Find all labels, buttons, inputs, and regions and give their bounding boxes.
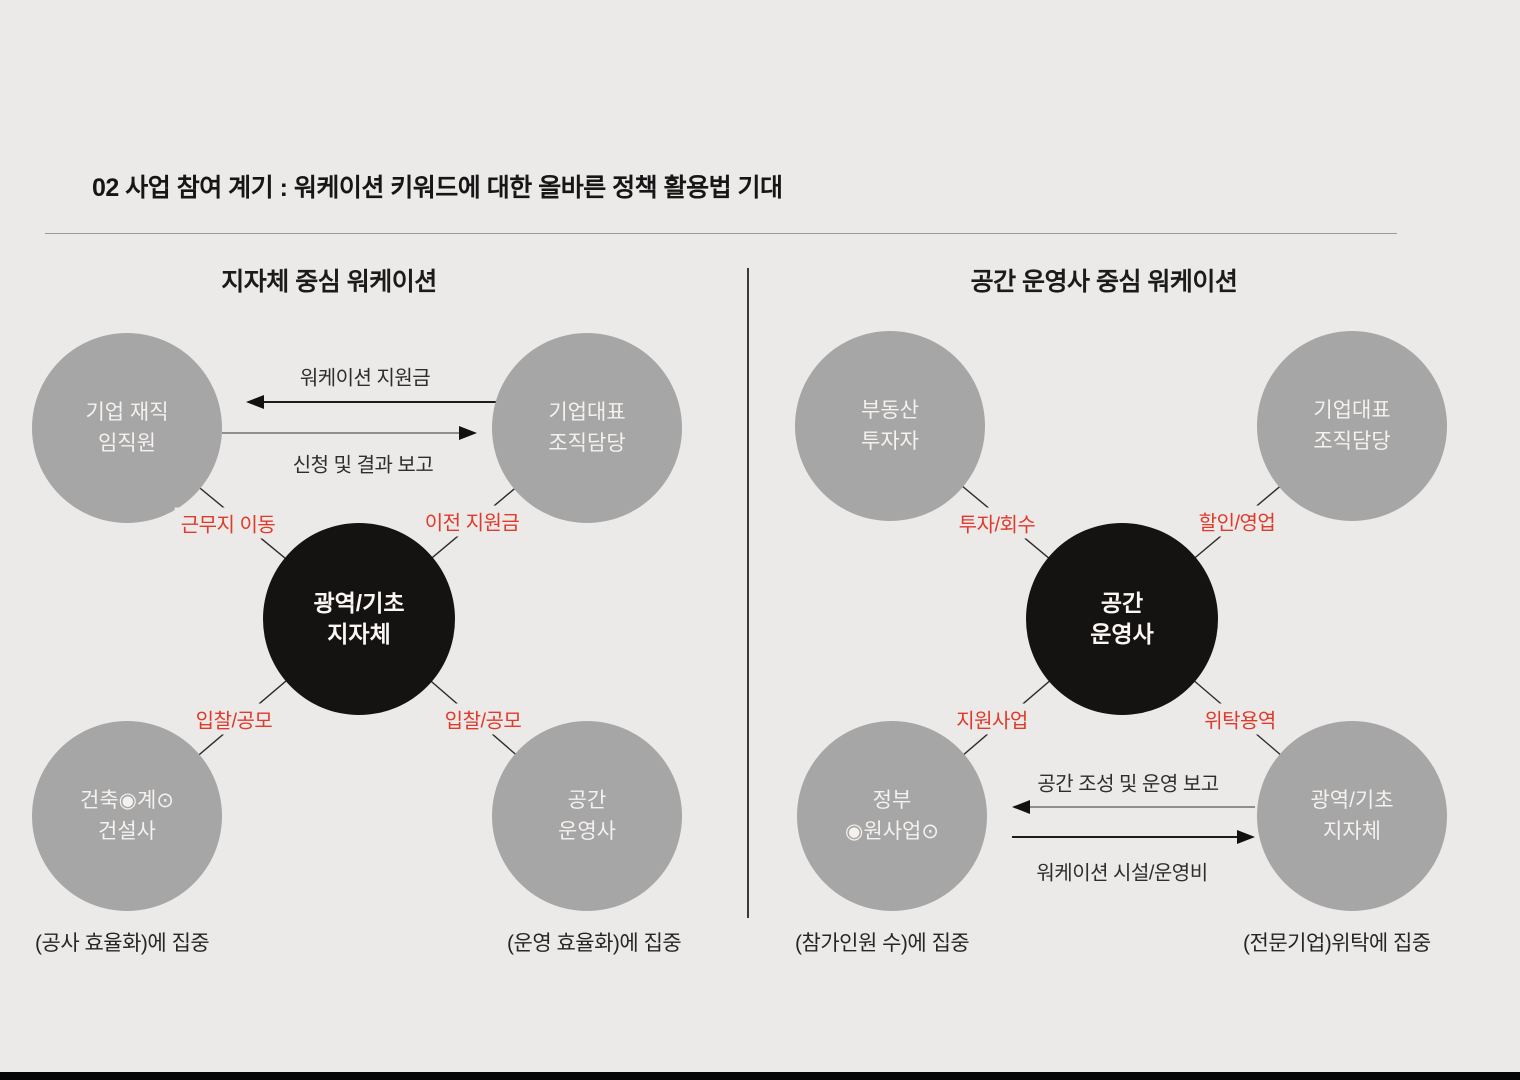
node-label: 광역/기초 <box>313 590 405 616</box>
arrow-right-head <box>459 426 477 440</box>
caption-specialist-consignment-focus: (전문기업)위탁에 집중 <box>1243 932 1431 955</box>
node-label: 공간 <box>1100 590 1144 616</box>
node-label: 운영사 <box>1090 621 1154 647</box>
node-label: 정부 <box>872 789 912 812</box>
edge-label-bidding-right: 입찰/공모 <box>438 703 528 735</box>
node-label: 건설사 <box>98 820 156 843</box>
node-construction: 건축◉계⊙ 건설사 <box>32 721 222 911</box>
flow-label-subsidy: 워케이션 지원금 <box>299 367 431 390</box>
caption-construction-efficiency: (공사 효율화)에 집중 <box>35 932 210 955</box>
right-diagram-title: 공간 운영사 중심 워케이션 <box>970 268 1238 296</box>
node-label: 건축◉계⊙ <box>80 789 174 812</box>
left-diagram-title: 지자체 중심 워케이션 <box>221 268 437 296</box>
title-divider-line <box>45 233 1397 234</box>
flow-label-facility-cost: 워케이션 시설/운영비 <box>1036 862 1208 885</box>
edge-label-support-program: 지원사업 <box>950 703 1034 735</box>
arrow-left-head <box>246 395 264 409</box>
flow-label-operation-report: 공간 조성 및 운영 보고 <box>1037 773 1219 796</box>
edge-label-investment: 투자/회수 <box>952 507 1042 539</box>
caption-operation-efficiency: (운영 효율화)에 집중 <box>507 932 682 955</box>
bottom-black-bar <box>0 1072 1520 1080</box>
node-label: 광역/기초 <box>1310 789 1394 812</box>
node-label: 투자자 <box>861 430 919 453</box>
arrow-right-head <box>1237 830 1255 844</box>
node-label: 조직담당 <box>1313 430 1391 453</box>
node-company-rep: 기업대표 조직담당 <box>1257 331 1447 521</box>
edge-label-discount-sales: 할인/영업 <box>1192 505 1282 537</box>
node-space-operator-center: 공간 운영사 <box>1026 523 1218 715</box>
node-label: 기업 재직 <box>85 401 169 424</box>
caption-participants-focus: (참가인원 수)에 집중 <box>795 932 970 955</box>
node-local-government-center: 광역/기초 지자체 <box>263 523 455 715</box>
edge-label-relocation: 근무지 이동 <box>174 507 282 539</box>
panel-divider-line <box>747 268 749 918</box>
node-label: 기업대표 <box>1313 399 1391 422</box>
edge-label-relocation-subsidy: 이전 지원금 <box>418 505 526 537</box>
node-real-estate-investor: 부동산 투자자 <box>795 331 985 521</box>
node-local-government: 광역/기초 지자체 <box>1257 721 1447 911</box>
node-company-employees: 기업 재직 임직원 <box>32 333 222 523</box>
node-company-rep: 기업대표 조직담당 <box>492 333 682 523</box>
node-label: ◉원사업⊙ <box>845 820 939 843</box>
edge-label-consignment: 위탁용역 <box>1198 703 1282 735</box>
node-space-operator: 공간 운영사 <box>492 721 682 911</box>
node-label: 부동산 <box>861 399 919 422</box>
node-label: 운영사 <box>558 820 616 843</box>
node-label: 조직담당 <box>548 432 626 455</box>
flow-label-report: 신청 및 결과 보고 <box>292 454 434 477</box>
node-label: 공간 <box>567 789 607 812</box>
node-label: 지자체 <box>327 621 391 647</box>
arrow-left-head <box>1012 800 1030 814</box>
node-government-support: 정부 ◉원사업⊙ <box>797 721 987 911</box>
node-label: 임직원 <box>98 432 156 455</box>
node-label: 지자체 <box>1323 820 1381 843</box>
page-title: 02 사업 참여 계기 : 워케이션 키워드에 대한 올바른 정책 활용법 기대 <box>92 174 783 202</box>
edge-label-bidding-left: 입찰/공모 <box>189 703 279 735</box>
node-label: 기업대표 <box>548 401 626 424</box>
